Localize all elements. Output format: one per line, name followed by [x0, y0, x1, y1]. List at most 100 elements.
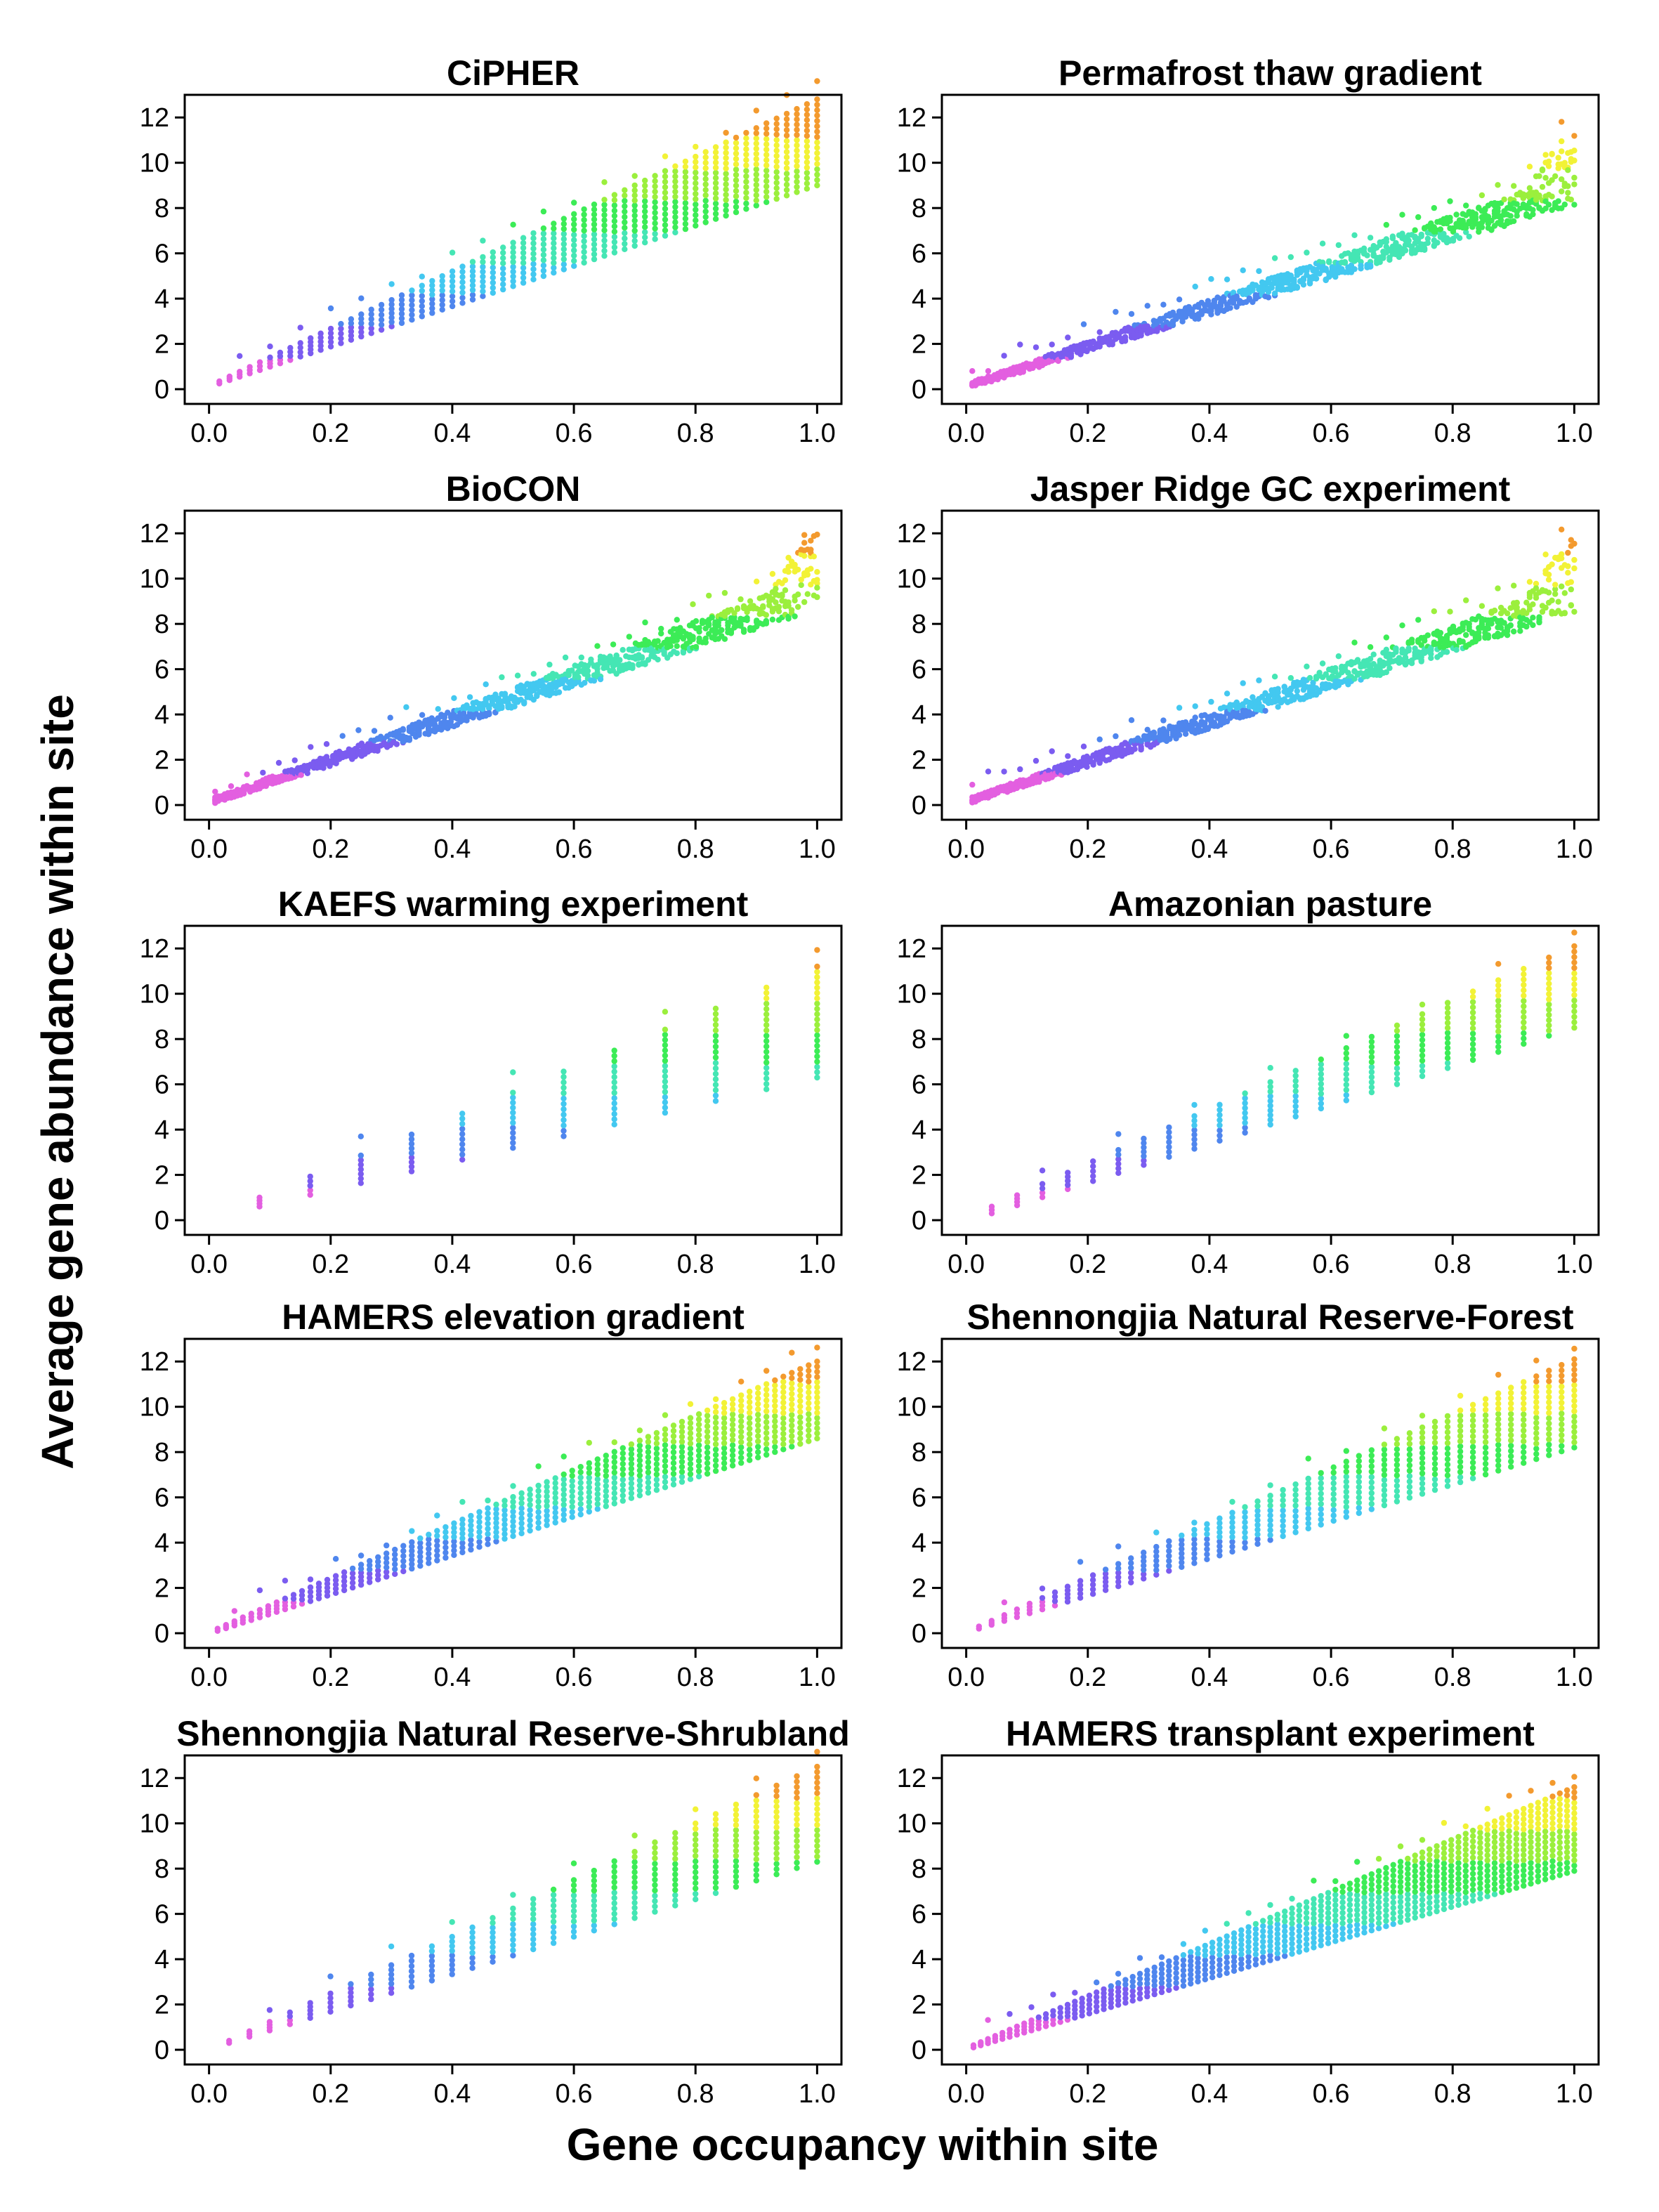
x-tick-label: 0.6: [556, 1250, 593, 1279]
data-point-607: [780, 1378, 787, 1385]
data-point-272: [560, 1476, 567, 1483]
data-point-392: [682, 179, 689, 185]
data-point-221: [518, 1505, 525, 1512]
data-point-439: [687, 1476, 694, 1482]
data-point-46: [510, 1094, 516, 1101]
data-point-474: [743, 195, 749, 202]
data-point-385: [645, 1448, 652, 1455]
data-point-604: [814, 78, 820, 84]
data-point-341: [619, 1498, 626, 1504]
data-point-239: [560, 230, 567, 237]
data-point-178: [500, 244, 506, 251]
data-point-111: [1343, 1045, 1350, 1052]
data-point-203: [501, 1507, 508, 1514]
data-point-195: [493, 1506, 499, 1512]
data-point-349: [619, 1455, 626, 1462]
data-point-97: [1318, 1071, 1325, 1078]
data-point-235: [535, 1519, 542, 1526]
data-point-29: [1064, 1583, 1071, 1590]
data-point-79: [367, 1575, 373, 1581]
data-point-493: [753, 171, 760, 178]
data-point-98: [1318, 1066, 1325, 1073]
data-point-252: [544, 1484, 550, 1490]
data-point-666: [814, 1379, 820, 1385]
data-point-197: [1521, 1030, 1527, 1037]
data-point-37: [1166, 1148, 1172, 1156]
data-point-72: [611, 1068, 617, 1075]
data-point-504: [514, 672, 521, 679]
data-point-188: [493, 1538, 499, 1545]
data-point-6: [307, 1182, 313, 1189]
data-point-500: [721, 1429, 728, 1437]
data-point-554: [794, 183, 800, 190]
data-point-154: [480, 278, 486, 284]
data-point-454: [723, 144, 729, 151]
data-point-466: [704, 1470, 711, 1477]
data-point-733: [1424, 240, 1431, 247]
data-point-993: [808, 537, 814, 544]
data-point-598: [814, 123, 820, 129]
data-point-277: [1138, 745, 1144, 752]
data-point-137: [434, 1528, 440, 1534]
data-point-309: [594, 1496, 601, 1503]
data-point-145: [469, 282, 476, 289]
data-point-533: [773, 126, 780, 133]
data-point-222: [1546, 970, 1552, 976]
data-point-505: [721, 1405, 728, 1411]
data-point-156: [1444, 1040, 1451, 1047]
data-point-592: [772, 1382, 778, 1389]
data-point-79: [388, 323, 395, 329]
data-point-41: [307, 1593, 314, 1599]
data-point-443: [687, 1455, 694, 1462]
data-point-60: [332, 1556, 339, 1562]
data-point-11: [240, 1614, 246, 1621]
data-point-117: [417, 1563, 424, 1569]
data-point-241: [560, 221, 567, 227]
data-point-41: [1102, 1587, 1109, 1593]
data-point-192: [520, 270, 527, 276]
data-point-73: [1153, 1543, 1160, 1550]
data-point-367: [1192, 714, 1198, 721]
plot-frame: [183, 509, 843, 821]
x-tick-label: 0.6: [556, 835, 593, 864]
data-point-380: [672, 174, 678, 180]
data-point-581: [804, 127, 811, 134]
data-point-970: [795, 566, 801, 573]
data-point-315: [1160, 717, 1167, 724]
data-point-368: [662, 153, 669, 159]
data-point-634: [797, 1392, 804, 1399]
y-tick-label: 4: [155, 700, 169, 730]
y-tick-label: 4: [912, 284, 926, 314]
data-point-976: [798, 577, 804, 583]
data-point-137: [459, 284, 466, 291]
data-point-852: [721, 589, 728, 596]
data-point-977: [1568, 196, 1574, 203]
data-point-116: [1368, 1074, 1375, 1080]
plot-frame: [940, 509, 1600, 821]
data-point-295: [586, 1508, 592, 1515]
data-point-214: [1546, 1012, 1552, 1019]
data-point-458: [733, 204, 740, 210]
data-point-407: [693, 169, 699, 176]
data-point-482: [712, 1452, 719, 1458]
data-point-126: [763, 1016, 770, 1023]
data-point-227: [527, 1517, 533, 1524]
data-point-671: [814, 1344, 820, 1351]
data-point-310: [1160, 301, 1167, 308]
data-point-79: [1166, 1547, 1172, 1555]
data-point-502: [753, 125, 760, 131]
data-point-645: [806, 1411, 812, 1418]
data-point-242: [535, 1482, 542, 1489]
data-point-163: [1065, 334, 1071, 341]
data-point-101: [419, 313, 425, 320]
data-point-114: [1368, 1084, 1375, 1091]
data-point-124: [763, 1027, 770, 1034]
data-point-581: [772, 1439, 778, 1445]
data-point-427: [712, 211, 719, 217]
data-point-273: [371, 728, 378, 734]
data-point-84: [1179, 1555, 1185, 1562]
data-point-63: [611, 1116, 617, 1123]
data-point-451: [1240, 680, 1246, 686]
data-point-458: [695, 1447, 702, 1454]
data-point-66: [358, 295, 365, 301]
